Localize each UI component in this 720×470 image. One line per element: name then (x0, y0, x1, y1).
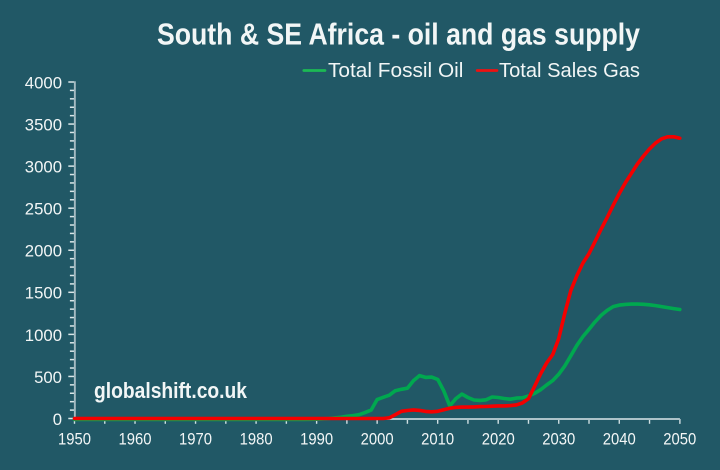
svg-text:3500: 3500 (25, 115, 62, 134)
svg-text:500: 500 (34, 368, 62, 387)
svg-text:1950: 1950 (58, 431, 91, 449)
svg-text:1500: 1500 (25, 284, 62, 303)
svg-text:2050: 2050 (663, 431, 696, 449)
svg-text:2040: 2040 (603, 431, 636, 449)
svg-text:3000: 3000 (25, 158, 62, 177)
svg-text:South & SE Africa - oil and ga: South & SE Africa - oil and gas supply (157, 17, 641, 52)
svg-text:Total Fossil Oil: Total Fossil Oil (328, 59, 463, 82)
svg-text:2500: 2500 (25, 200, 62, 219)
svg-text:2010: 2010 (421, 431, 454, 449)
svg-text:1000: 1000 (25, 326, 62, 345)
svg-text:1980: 1980 (240, 431, 273, 449)
svg-text:2000: 2000 (361, 431, 394, 449)
svg-text:0: 0 (53, 410, 62, 429)
svg-text:2030: 2030 (542, 431, 575, 449)
svg-text:1990: 1990 (300, 431, 333, 449)
svg-text:Total Sales Gas: Total Sales Gas (499, 59, 640, 82)
svg-text:4000: 4000 (25, 73, 62, 92)
svg-text:1970: 1970 (179, 431, 212, 449)
svg-text:2000: 2000 (25, 242, 62, 261)
svg-text:1960: 1960 (119, 431, 152, 449)
svg-text:2020: 2020 (482, 431, 515, 449)
svg-text:globalshift.co.uk: globalshift.co.uk (94, 378, 248, 403)
